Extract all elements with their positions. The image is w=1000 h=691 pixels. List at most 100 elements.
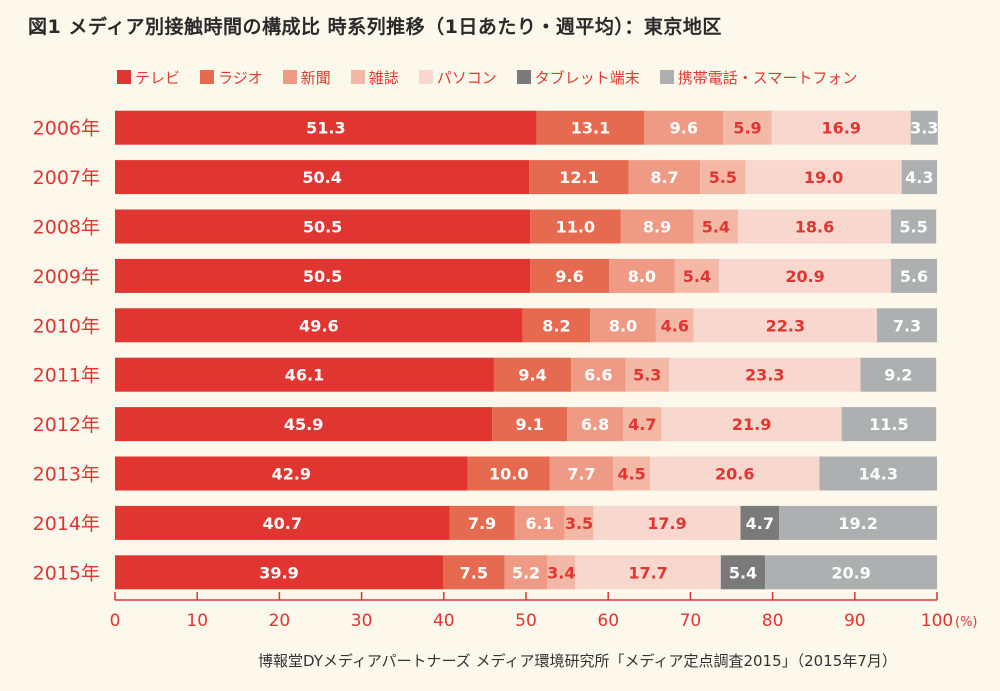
data-label: 20.9 [831, 563, 870, 582]
legend-swatch [282, 70, 297, 84]
bar-segment [771, 110, 911, 145]
data-label: 5.6 [900, 267, 928, 286]
bar-segment [655, 308, 694, 343]
data-label: 22.3 [766, 316, 805, 335]
legend-label: 雑誌 [368, 68, 399, 87]
data-label: 40.7 [263, 514, 302, 533]
bar-segment [650, 456, 820, 491]
bar-segment [493, 357, 572, 392]
bar-segment [571, 357, 626, 392]
bar-segment [819, 456, 937, 491]
legend-swatch [350, 70, 365, 84]
x-tick-label: 40 [433, 611, 455, 631]
bar-segment [700, 160, 746, 195]
data-label: 14.3 [858, 465, 897, 484]
bar-segment [622, 407, 662, 442]
data-label: 23.3 [745, 366, 784, 385]
bar-segment [841, 407, 937, 442]
bar-segment [115, 357, 494, 392]
bar-segment [492, 407, 568, 442]
bar-segment [514, 505, 565, 540]
legend-label: テレビ [135, 68, 181, 87]
data-label: 6.1 [525, 514, 553, 533]
data-label: 3.5 [565, 514, 593, 533]
data-label: 51.3 [306, 119, 345, 138]
bar-segment [504, 555, 548, 590]
legend-item: ラジオ [200, 67, 263, 88]
x-tick-label: 20 [269, 611, 291, 631]
legend-item: 雑誌 [350, 67, 399, 88]
bar-segment [536, 110, 645, 145]
bar-segment [115, 407, 493, 442]
legend-label: タブレット端末 [534, 68, 640, 87]
bar-segment [693, 308, 877, 343]
bar-segment [620, 209, 694, 244]
legend-item: テレビ [117, 67, 180, 88]
category-label: 2006年 [33, 118, 100, 140]
legend-item: 携帯電話・スマートフォン [659, 67, 857, 88]
bar-segment [723, 110, 772, 145]
category-label: 2013年 [33, 464, 100, 486]
category-label: 2011年 [33, 365, 100, 387]
bar-segment [779, 505, 937, 540]
data-label: 8.7 [650, 168, 678, 187]
bar-segment [720, 555, 766, 590]
data-label: 5.5 [709, 168, 737, 187]
data-label: 13.1 [571, 119, 610, 138]
data-label: 50.5 [303, 218, 342, 237]
data-label: 3.4 [547, 563, 575, 582]
bar-segment [467, 456, 550, 491]
legend-item: 新聞 [282, 67, 331, 88]
bar-segment [115, 308, 523, 343]
data-label: 7.3 [893, 316, 921, 335]
bar-segment [530, 258, 610, 293]
bar-segment [669, 357, 861, 392]
bar-segment [449, 505, 515, 540]
x-tick-label: 100 [921, 611, 953, 631]
data-label: 4.6 [661, 316, 689, 335]
data-label: 45.9 [284, 415, 323, 434]
bar-segment [549, 456, 614, 491]
data-label: 19.0 [804, 168, 843, 187]
category-label: 2015年 [33, 562, 100, 584]
category-label: 2009年 [33, 266, 100, 288]
bar-segment [910, 110, 938, 145]
data-label: 18.6 [795, 218, 834, 237]
bar-segment [609, 258, 675, 293]
data-label: 9.1 [516, 415, 544, 434]
legend-label: パソコン [436, 68, 497, 87]
legend-swatch [516, 70, 531, 84]
bar-segment [740, 505, 780, 540]
legend-swatch [117, 70, 131, 84]
data-label: 3.3 [910, 119, 938, 138]
bar-segment [745, 160, 902, 195]
data-label: 20.9 [785, 267, 824, 286]
x-tick-label: 90 [844, 611, 866, 631]
bar-segment [442, 555, 505, 590]
data-label: 6.8 [581, 415, 609, 434]
data-label: 42.9 [272, 465, 311, 484]
data-label: 4.3 [905, 168, 933, 187]
bar-segment [661, 407, 842, 442]
bar-segment [876, 308, 937, 343]
data-label: 16.9 [821, 119, 860, 138]
bar-segment [765, 555, 937, 590]
bar-segment [567, 407, 623, 442]
legend-item: パソコン [418, 67, 497, 88]
bar-segment [644, 110, 724, 145]
data-label: 5.4 [702, 218, 730, 237]
bar-segment [115, 456, 468, 491]
data-label: 9.6 [555, 267, 583, 286]
data-label: 50.5 [303, 267, 342, 286]
legend-label: ラジオ [218, 68, 263, 87]
bar-segment [522, 308, 591, 343]
data-label: 12.1 [559, 168, 598, 187]
data-label: 8.0 [609, 316, 637, 335]
data-label: 20.6 [715, 465, 754, 484]
data-label: 39.9 [259, 563, 298, 582]
data-label: 9.4 [518, 366, 546, 385]
bar-segment [901, 160, 937, 195]
legend-swatch [200, 70, 215, 84]
x-tick-label: 60 [597, 611, 619, 631]
bar-segment [530, 209, 621, 244]
